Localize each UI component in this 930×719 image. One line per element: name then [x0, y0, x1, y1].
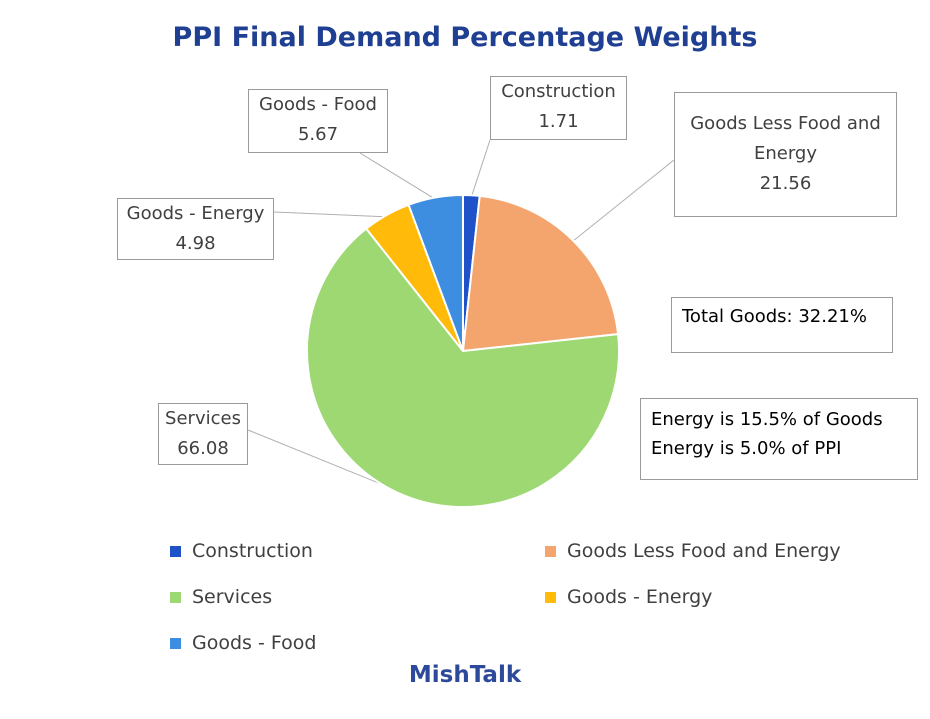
legend-swatch-construction	[170, 545, 181, 557]
callout-construction-value: 1.71	[538, 111, 579, 132]
callout-construction: Construction 1.71	[490, 76, 627, 140]
energy-of-goods-text: Energy is 15.5% of Goods	[651, 409, 883, 430]
legend-swatch-glfe	[545, 545, 556, 557]
callout-construction-label: Construction	[501, 81, 616, 102]
total-goods-note: Total Goods: 32.21%	[671, 297, 893, 353]
total-goods-text: Total Goods: 32.21%	[682, 306, 867, 327]
energy-of-ppi-text: Energy is 5.0% of PPI	[651, 438, 842, 459]
callout-glfe-label-line1: Goods Less Food and	[690, 113, 881, 134]
energy-note: Energy is 15.5% of Goods Energy is 5.0% …	[640, 398, 918, 480]
callout-food-label: Goods - Food	[259, 94, 377, 115]
legend-swatch-food	[170, 637, 181, 649]
callout-glfe-value: 21.56	[759, 173, 812, 194]
pie-slice-goods-food	[407, 193, 464, 352]
legend-label-energy: Goods - Energy	[567, 586, 713, 608]
legend-item-goods-food: Goods - Food	[170, 632, 316, 654]
pie-slice-services	[306, 227, 620, 508]
leader-line	[571, 159, 675, 243]
leader-line	[273, 211, 388, 218]
callout-goods-energy: Goods - Energy 4.98	[117, 198, 274, 260]
legend-label-food: Goods - Food	[192, 632, 317, 654]
pie-slices	[306, 193, 620, 508]
callout-services-value: 66.08	[177, 438, 229, 459]
callout-food-value: 5.67	[297, 124, 339, 145]
legend-item-services: Services	[170, 586, 272, 608]
legend-swatch-services	[170, 591, 181, 603]
legend-item-goods-less-food-energy: Goods Less Food and Energy	[545, 540, 841, 562]
leader-line	[470, 139, 491, 198]
legend-label-services: Services	[192, 586, 273, 608]
callout-services-label: Services	[165, 408, 241, 429]
legend-item-construction: Construction	[170, 540, 313, 562]
leader-line	[359, 152, 436, 200]
callout-goods-less-food-energy: Goods Less Food and Energy 21.56	[674, 92, 897, 217]
legend-swatch-energy	[545, 591, 556, 603]
callout-energy-value: 4.98	[175, 233, 216, 254]
callout-goods-food: Goods - Food 5.67	[248, 89, 388, 153]
legend-label-glfe: Goods Less Food and Energy	[567, 540, 841, 562]
callout-glfe-label-line2: Energy	[753, 143, 818, 164]
legend-item-goods-energy: Goods - Energy	[545, 586, 712, 608]
callout-services: Services 66.08	[158, 403, 248, 465]
brand-watermark: MishTalk	[408, 662, 522, 688]
pie-slice-goods-less-food-and-energy	[461, 194, 620, 353]
chart-title: PPI Final Demand Percentage Weights	[172, 22, 758, 53]
callout-energy-label: Goods - Energy	[126, 203, 265, 224]
legend-label-construction: Construction	[192, 540, 313, 562]
